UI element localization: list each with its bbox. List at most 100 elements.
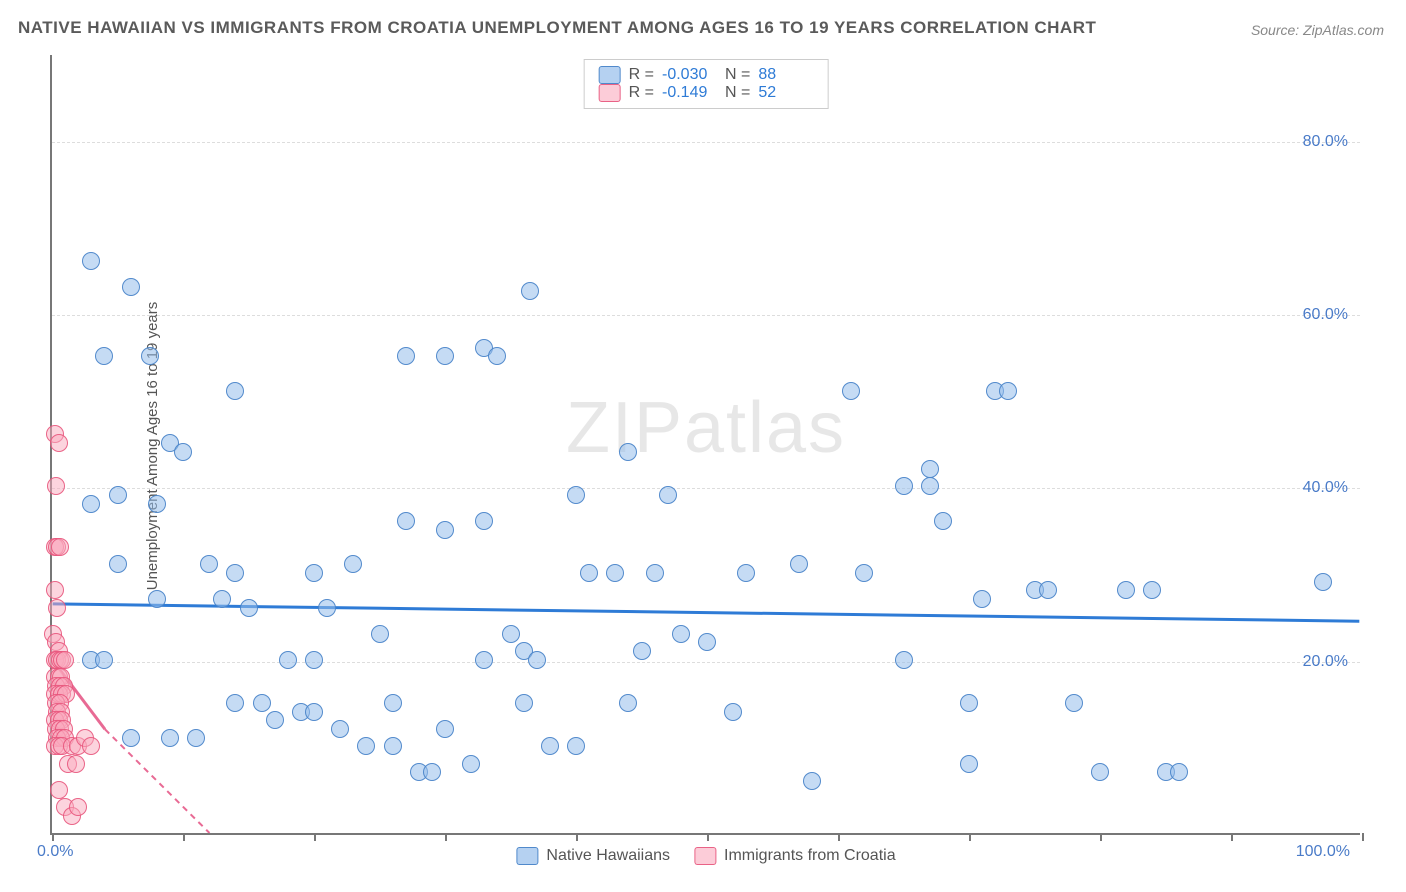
data-point xyxy=(148,590,166,608)
data-point xyxy=(266,711,284,729)
source-attribution: Source: ZipAtlas.com xyxy=(1251,22,1384,38)
stats-row: R = -0.030 N = 88 xyxy=(599,66,814,84)
y-tick-label: 20.0% xyxy=(1303,653,1348,671)
legend-item: Immigrants from Croatia xyxy=(694,847,896,865)
data-point xyxy=(698,633,716,651)
data-point xyxy=(541,737,559,755)
stat-value-r: -0.149 xyxy=(662,84,717,102)
data-point xyxy=(213,590,231,608)
data-point xyxy=(436,720,454,738)
data-point xyxy=(200,555,218,573)
data-point xyxy=(436,521,454,539)
data-point xyxy=(895,477,913,495)
stats-row: R = -0.149 N = 52 xyxy=(599,84,814,102)
data-point xyxy=(1314,573,1332,591)
data-point xyxy=(842,382,860,400)
data-point xyxy=(82,737,100,755)
gridline xyxy=(52,315,1360,316)
data-point xyxy=(646,564,664,582)
data-point xyxy=(895,651,913,669)
data-point xyxy=(659,486,677,504)
data-point xyxy=(502,625,520,643)
gridline xyxy=(52,488,1360,489)
data-point xyxy=(305,651,323,669)
data-point xyxy=(475,651,493,669)
data-point xyxy=(973,590,991,608)
data-point xyxy=(56,651,74,669)
data-point xyxy=(1117,581,1135,599)
data-point xyxy=(95,651,113,669)
data-point xyxy=(95,347,113,365)
stat-value-r: -0.030 xyxy=(662,66,717,84)
data-point xyxy=(619,443,637,461)
watermark-text: ZIPatlas xyxy=(566,387,846,469)
data-point xyxy=(82,495,100,513)
y-tick-label: 80.0% xyxy=(1303,133,1348,151)
data-point xyxy=(475,512,493,530)
stat-value-n: 52 xyxy=(758,84,813,102)
data-point xyxy=(279,651,297,669)
data-point xyxy=(999,382,1017,400)
data-point xyxy=(528,651,546,669)
data-point xyxy=(1170,763,1188,781)
legend-item: Native Hawaiians xyxy=(516,847,670,865)
chart-title: NATIVE HAWAIIAN VS IMMIGRANTS FROM CROAT… xyxy=(18,18,1096,38)
data-point xyxy=(187,729,205,747)
data-point xyxy=(384,694,402,712)
data-point xyxy=(226,694,244,712)
y-tick-label: 40.0% xyxy=(1303,479,1348,497)
y-tick-label: 60.0% xyxy=(1303,306,1348,324)
x-tick xyxy=(1231,833,1233,841)
legend-label: Native Hawaiians xyxy=(546,847,670,865)
data-point xyxy=(67,755,85,773)
data-point xyxy=(148,495,166,513)
data-point xyxy=(109,486,127,504)
data-point xyxy=(226,382,244,400)
data-point xyxy=(921,477,939,495)
legend: Native Hawaiians Immigrants from Croatia xyxy=(516,847,895,865)
data-point xyxy=(371,625,389,643)
data-point xyxy=(737,564,755,582)
data-point xyxy=(384,737,402,755)
data-point xyxy=(567,737,585,755)
stat-label: N = xyxy=(725,84,750,102)
data-point xyxy=(397,512,415,530)
x-tick xyxy=(1362,833,1364,841)
data-point xyxy=(633,642,651,660)
data-point xyxy=(305,564,323,582)
data-point xyxy=(331,720,349,738)
data-point xyxy=(567,486,585,504)
data-point xyxy=(51,538,69,556)
x-tick xyxy=(707,833,709,841)
data-point xyxy=(82,252,100,270)
data-point xyxy=(462,755,480,773)
data-point xyxy=(397,347,415,365)
gridline xyxy=(52,662,1360,663)
data-point xyxy=(1091,763,1109,781)
data-point xyxy=(580,564,598,582)
data-point xyxy=(436,347,454,365)
data-point xyxy=(960,694,978,712)
x-tick xyxy=(52,833,54,841)
data-point xyxy=(855,564,873,582)
data-point xyxy=(619,694,637,712)
data-point xyxy=(1065,694,1083,712)
x-tick xyxy=(1100,833,1102,841)
x-tick xyxy=(183,833,185,841)
swatch-icon xyxy=(694,847,716,865)
data-point xyxy=(921,460,939,478)
scatter-plot: ZIPatlas R = -0.030 N = 88 R = -0.149 N … xyxy=(50,55,1360,835)
stat-value-n: 88 xyxy=(758,66,813,84)
trendlines-svg xyxy=(52,55,1360,833)
x-tick xyxy=(969,833,971,841)
data-point xyxy=(226,564,244,582)
x-tick xyxy=(838,833,840,841)
swatch-icon xyxy=(516,847,538,865)
data-point xyxy=(69,798,87,816)
data-point xyxy=(344,555,362,573)
gridline xyxy=(52,142,1360,143)
data-point xyxy=(122,729,140,747)
data-point xyxy=(109,555,127,573)
data-point xyxy=(790,555,808,573)
x-tick xyxy=(314,833,316,841)
